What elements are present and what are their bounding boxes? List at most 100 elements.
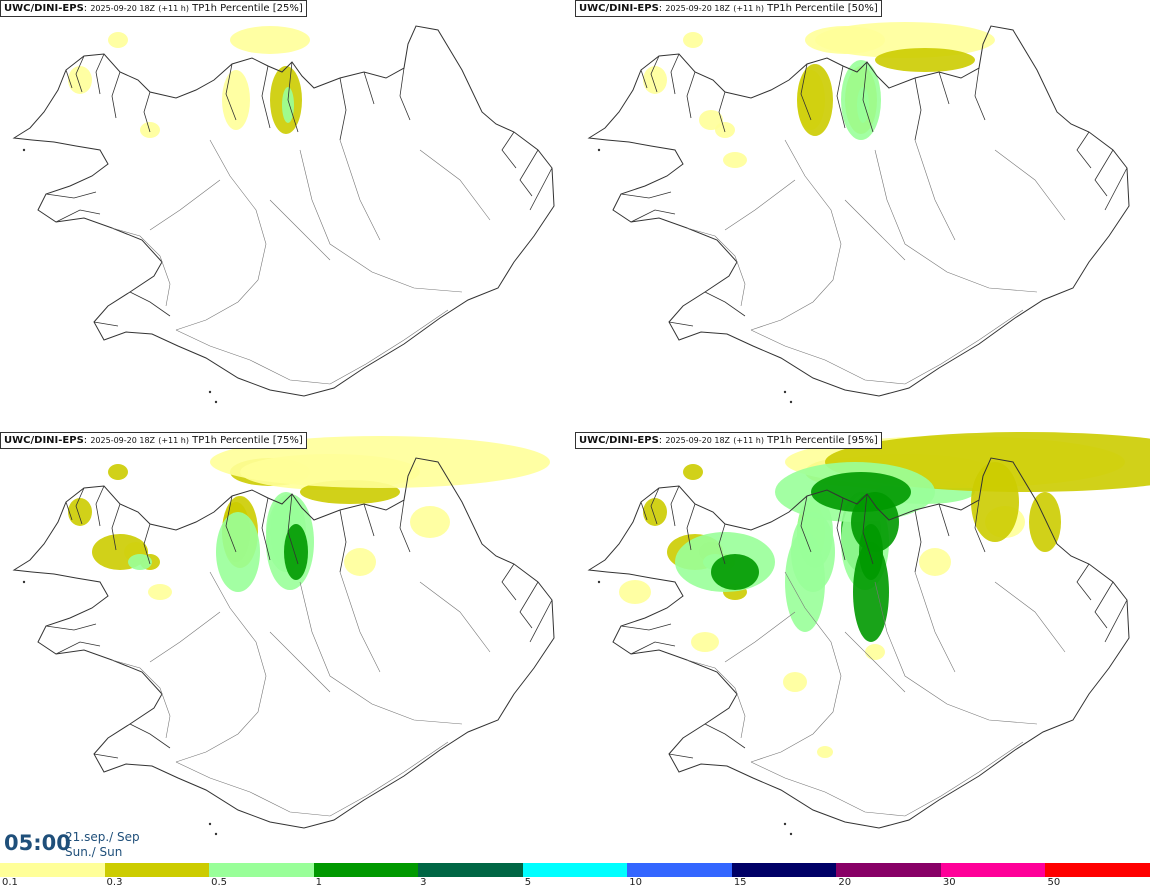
fjord-line bbox=[974, 67, 986, 121]
precip-contour bbox=[851, 492, 899, 552]
precip-contour bbox=[785, 532, 825, 632]
road-line bbox=[111, 659, 171, 739]
coastline bbox=[12, 457, 555, 829]
fjord-line bbox=[129, 291, 171, 317]
fjord-line bbox=[620, 623, 672, 631]
fjord-line bbox=[1094, 581, 1114, 629]
islet bbox=[214, 832, 218, 836]
map-panel-p75: UWC/DINI-EPS: 2025-09-20 18Z (+11 h) TP1… bbox=[0, 432, 575, 862]
islet bbox=[789, 400, 793, 404]
fjord-line bbox=[668, 321, 694, 327]
fjord-line bbox=[938, 71, 950, 105]
fjord-line bbox=[225, 63, 237, 121]
fjord-line bbox=[143, 91, 151, 133]
road-line bbox=[175, 309, 449, 385]
road-line bbox=[175, 139, 267, 331]
road-line bbox=[175, 571, 267, 763]
fjord-line bbox=[129, 723, 171, 749]
road-line bbox=[175, 741, 449, 817]
fjord-line bbox=[75, 487, 85, 525]
fjord-line bbox=[1104, 599, 1128, 643]
legend-swatch bbox=[313, 863, 420, 877]
islet bbox=[22, 148, 26, 152]
fjord-line bbox=[363, 71, 375, 105]
fjord-line bbox=[55, 641, 101, 655]
map-panel-p50: UWC/DINI-EPS: 2025-09-20 18Z (+11 h) TP1… bbox=[575, 0, 1150, 430]
valid-date-line1: 21.sep./ Sep bbox=[65, 830, 140, 844]
fjord-line bbox=[718, 523, 726, 565]
fjord-line bbox=[670, 485, 680, 527]
fjord-line bbox=[261, 65, 271, 129]
fjord-line bbox=[800, 495, 812, 553]
precip-contour bbox=[108, 32, 128, 48]
precip-contour bbox=[108, 464, 128, 480]
panel-title-p95: UWC/DINI-EPS: 2025-09-20 18Z (+11 h) TP1… bbox=[575, 432, 882, 449]
legend-label: 0.1 bbox=[2, 877, 18, 888]
precip-contour bbox=[619, 580, 651, 604]
fjord-line bbox=[630, 209, 676, 223]
fjord-line bbox=[640, 501, 648, 521]
fjord-line bbox=[501, 563, 517, 601]
precip-map-p25 bbox=[12, 25, 555, 404]
fjord-line bbox=[670, 53, 680, 95]
fjord-line bbox=[836, 65, 846, 129]
fjord-line bbox=[111, 503, 121, 551]
road-line bbox=[994, 581, 1066, 653]
precip-contour bbox=[711, 554, 759, 590]
precip-contour bbox=[210, 436, 550, 488]
valid-time-box: 05:00 21.sep./ Sep Sun./ Sun bbox=[0, 828, 140, 862]
fjord-line bbox=[95, 53, 105, 95]
road-line bbox=[844, 631, 906, 693]
legend-swatch bbox=[522, 863, 629, 877]
fjord-line bbox=[399, 499, 411, 553]
road-line bbox=[299, 149, 463, 293]
valid-time: 05:00 bbox=[4, 831, 71, 855]
legend-label: 15 bbox=[733, 877, 747, 888]
panel-title-p25: UWC/DINI-EPS: 2025-09-20 18Z (+11 h) TP1… bbox=[0, 0, 307, 17]
fjord-line bbox=[1076, 563, 1092, 601]
road-line bbox=[750, 139, 842, 331]
fjord-line bbox=[686, 71, 696, 119]
fjord-line bbox=[339, 509, 347, 573]
precip-contour bbox=[1029, 492, 1061, 552]
fjord-line bbox=[862, 61, 874, 133]
road-line bbox=[914, 571, 956, 673]
precip-contour bbox=[282, 87, 294, 123]
precip-contour bbox=[865, 644, 885, 660]
road-line bbox=[844, 199, 906, 261]
precip-contour bbox=[344, 548, 376, 576]
precip-map-p50 bbox=[587, 22, 1130, 404]
fjord-line bbox=[1104, 167, 1128, 211]
fjord-line bbox=[836, 497, 846, 561]
legend-label: 50 bbox=[1047, 877, 1061, 888]
coastline bbox=[587, 457, 1130, 829]
fjord-line bbox=[55, 209, 101, 223]
fjord-line bbox=[45, 191, 97, 199]
islet bbox=[789, 832, 793, 836]
precip-map-p75 bbox=[12, 436, 555, 836]
precip-contour bbox=[691, 632, 719, 652]
legend-label: 0.5 bbox=[211, 877, 227, 888]
color-scale-legend bbox=[0, 863, 1150, 877]
fjord-line bbox=[1094, 149, 1114, 197]
road-line bbox=[686, 659, 746, 739]
legend-label: 10 bbox=[629, 877, 642, 888]
precip-contour bbox=[683, 464, 703, 480]
precip-contour bbox=[683, 32, 703, 48]
road-line bbox=[724, 179, 796, 231]
fjord-line bbox=[668, 753, 694, 759]
precip-contour bbox=[723, 152, 747, 168]
precip-map-p95 bbox=[587, 432, 1150, 836]
road-line bbox=[339, 139, 381, 241]
fjord-line bbox=[938, 503, 950, 537]
fjord-line bbox=[862, 493, 874, 565]
road-line bbox=[269, 631, 331, 693]
road-line bbox=[269, 199, 331, 261]
precip-contour bbox=[68, 498, 92, 526]
fjord-line bbox=[45, 623, 97, 631]
legend-label: 1 bbox=[315, 877, 322, 888]
valid-date-line2: Sun./ Sun bbox=[65, 845, 123, 859]
fjord-line bbox=[1076, 131, 1092, 169]
islet bbox=[597, 580, 601, 584]
fjord-line bbox=[93, 321, 119, 327]
